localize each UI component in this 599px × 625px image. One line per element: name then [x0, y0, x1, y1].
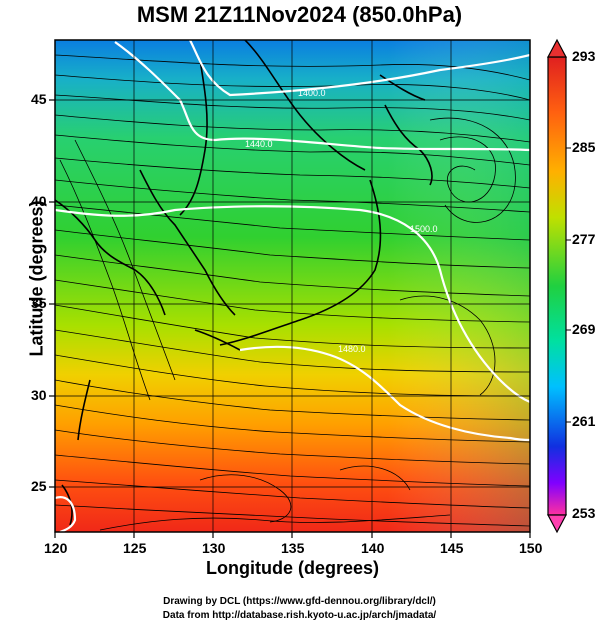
credit-line-2: Data from http://database.rish.kyoto-u.a…	[162, 610, 437, 621]
colorbar-tick-label: 253	[572, 505, 596, 521]
colorbar	[547, 38, 571, 534]
x-tick-label: 130	[202, 540, 226, 556]
colorbar-tick-label: 293	[572, 48, 596, 64]
temperature-field	[55, 40, 530, 532]
colorbar-min-arrow	[547, 514, 567, 534]
y-tick-label: 35	[31, 295, 47, 311]
contour-label: 1400.0	[298, 88, 326, 98]
y-tick-label: 45	[31, 91, 47, 107]
contour-label: 1440.0	[245, 139, 273, 149]
y-tick-label: 30	[31, 387, 47, 403]
y-tick-label: 25	[31, 478, 47, 494]
x-tick-label: 125	[123, 540, 147, 556]
coastlines	[55, 40, 433, 526]
x-tick-label: 140	[361, 540, 385, 556]
x-tick-label: 145	[440, 540, 464, 556]
x-axis-title: Longitude (degrees)	[205, 558, 379, 578]
colorbar-tick-label: 277	[572, 231, 596, 247]
colorbar-tick-label: 261	[572, 413, 596, 429]
contour-labels: 1500.0 1480.0 1440.0 1400.0	[245, 88, 438, 354]
map-title: MSM 21Z11Nov2024 (850.0hPa)	[136, 2, 463, 27]
colorbar-tick-label: 269	[572, 321, 596, 337]
x-tick-label: 150	[519, 540, 543, 556]
contour-label: 1480.0	[338, 344, 366, 354]
y-axis-title: Latitude (degrees)	[26, 200, 47, 357]
y-tick-label: 40	[31, 193, 47, 209]
credit-line-1: Drawing by DCL (https://www.gfd-dennou.o…	[163, 596, 436, 607]
wind-streamlines	[55, 54, 530, 531]
contour-label: 1500.0	[410, 224, 438, 234]
x-tick-label: 120	[44, 540, 68, 556]
grid-lines	[55, 40, 530, 532]
colorbar-tick-label: 285	[572, 139, 596, 155]
x-tick-label: 135	[281, 540, 305, 556]
height-contours	[55, 40, 530, 532]
tick-marks	[49, 99, 531, 538]
colorbar-max-arrow	[547, 38, 567, 58]
